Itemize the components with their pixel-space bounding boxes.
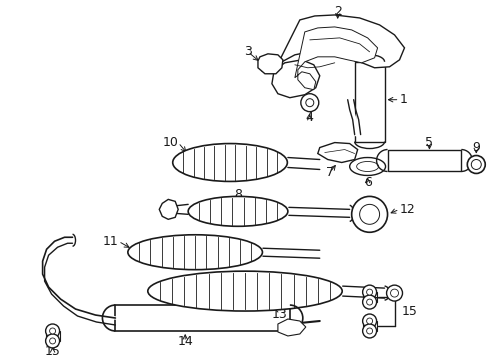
Circle shape <box>305 99 313 107</box>
Circle shape <box>366 289 372 295</box>
Polygon shape <box>271 15 404 98</box>
Polygon shape <box>115 305 289 331</box>
Text: 13: 13 <box>271 307 287 320</box>
Text: 11: 11 <box>102 235 118 248</box>
Circle shape <box>300 94 318 112</box>
Circle shape <box>362 314 376 328</box>
Polygon shape <box>387 149 460 171</box>
Polygon shape <box>354 62 384 141</box>
Polygon shape <box>294 27 377 90</box>
Text: 14: 14 <box>177 336 193 348</box>
Text: 10: 10 <box>162 136 178 149</box>
Circle shape <box>386 285 402 301</box>
Ellipse shape <box>172 144 287 181</box>
Circle shape <box>366 328 372 334</box>
Text: 2: 2 <box>333 5 341 18</box>
Ellipse shape <box>188 197 287 226</box>
Circle shape <box>366 299 372 305</box>
Polygon shape <box>258 54 282 74</box>
Ellipse shape <box>147 271 342 311</box>
Text: 9: 9 <box>471 141 479 154</box>
Text: 6: 6 <box>363 176 371 189</box>
Circle shape <box>359 204 379 224</box>
Circle shape <box>362 295 376 309</box>
Text: 8: 8 <box>234 188 242 201</box>
Text: 5: 5 <box>425 136 432 149</box>
Circle shape <box>45 334 60 348</box>
Text: 4: 4 <box>305 111 313 124</box>
Text: 3: 3 <box>244 45 251 58</box>
Circle shape <box>49 328 56 334</box>
Circle shape <box>366 318 372 324</box>
Circle shape <box>470 159 480 170</box>
Text: 15: 15 <box>401 305 417 318</box>
Circle shape <box>362 324 376 338</box>
Circle shape <box>467 156 484 174</box>
Polygon shape <box>317 143 357 162</box>
Circle shape <box>362 285 376 299</box>
Circle shape <box>49 338 56 344</box>
Text: 15: 15 <box>44 345 61 359</box>
Polygon shape <box>159 199 178 219</box>
Circle shape <box>390 289 398 297</box>
Text: 1: 1 <box>399 93 407 106</box>
Polygon shape <box>277 319 305 336</box>
Circle shape <box>45 324 60 338</box>
Circle shape <box>351 197 387 232</box>
Ellipse shape <box>127 235 262 270</box>
Text: 7: 7 <box>325 166 333 179</box>
Text: 12: 12 <box>399 203 414 216</box>
